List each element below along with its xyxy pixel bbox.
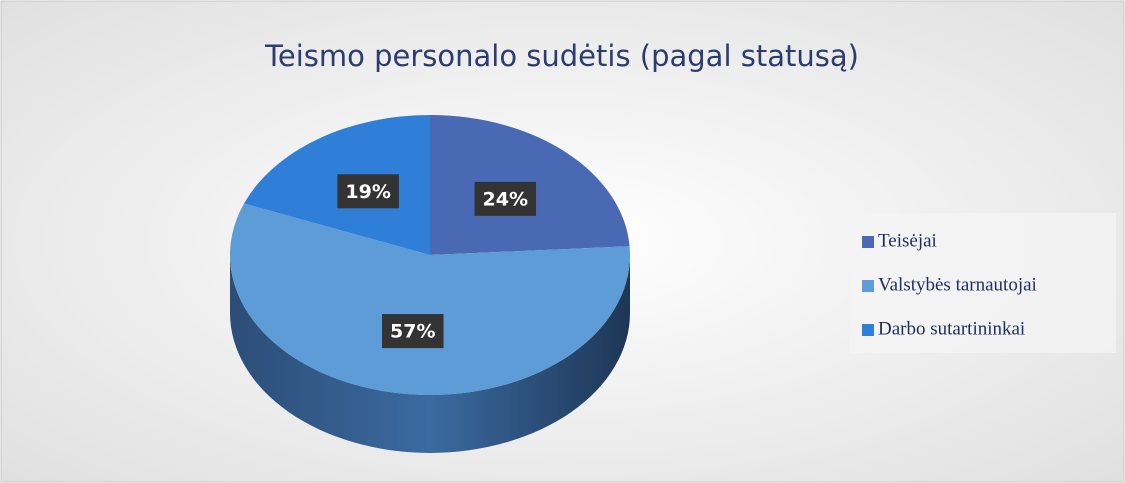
- data-label: 19%: [345, 181, 390, 203]
- pie-slice: [244, 114, 430, 255]
- legend: [850, 213, 1116, 353]
- data-label: 24%: [483, 188, 528, 210]
- data-label: 57%: [390, 321, 435, 343]
- data-label-box: [382, 314, 444, 349]
- legend-swatch: [862, 236, 874, 248]
- data-label-box: [337, 174, 399, 209]
- pie-slice: [229, 203, 631, 396]
- legend-swatch: [862, 280, 874, 292]
- pie-side: [230, 255, 630, 453]
- legend-swatch: [862, 324, 874, 336]
- legend-label: Teisėjai: [878, 230, 937, 251]
- chart-title: Teismo personalo sudėtis (pagal statusą): [264, 39, 859, 73]
- data-label-box: [474, 181, 537, 216]
- legend-label: Valstybės tarnautojai: [878, 274, 1037, 295]
- legend-label: Darbo sutartininkai: [878, 318, 1025, 339]
